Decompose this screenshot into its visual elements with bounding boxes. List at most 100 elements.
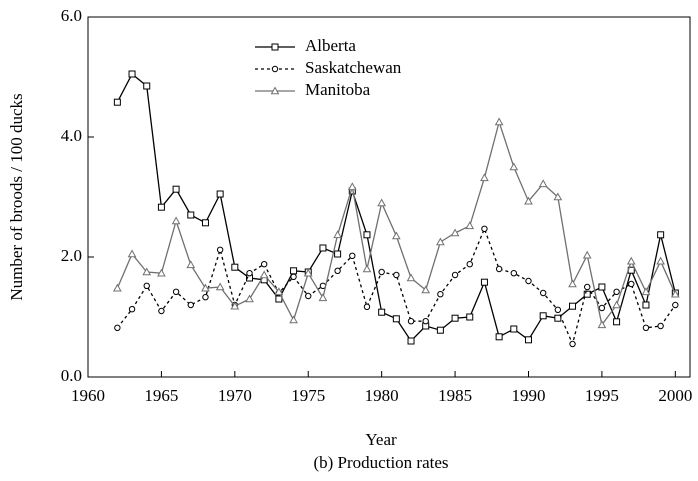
marker [672,301,679,309]
marker [171,216,181,225]
marker [554,314,562,322]
marker [378,308,386,316]
legend-label: Alberta [305,36,356,55]
marker [524,196,533,205]
marker [670,289,680,298]
marker [216,246,224,254]
marker [539,289,547,297]
marker [539,312,547,320]
marker [290,267,298,275]
marker [157,268,166,277]
marker [230,301,240,310]
marker [172,185,180,193]
y-tick-label: 0.0 [61,366,82,385]
marker [202,294,209,301]
marker [363,303,371,310]
marker [510,325,518,333]
marker [436,326,444,334]
x-tick-label: 1980 [365,386,399,405]
marker [347,182,357,191]
marker [494,117,504,126]
marker [186,260,196,269]
marker [128,306,136,313]
marker [584,283,591,291]
marker [466,261,473,268]
marker [598,283,606,291]
marker [421,285,431,294]
marker [143,82,151,90]
marker [407,318,415,325]
marker [436,237,445,246]
marker [407,337,415,345]
x-tick-label: 1995 [585,386,619,405]
marker [231,263,239,271]
y-tick-label: 4.0 [61,126,82,145]
marker [495,265,503,273]
marker [158,307,165,315]
marker [245,294,254,303]
marker [391,231,401,240]
marker [172,288,180,295]
marker [334,250,342,258]
series-line [116,227,676,347]
marker [349,252,356,260]
legend-label: Saskatchewan [305,58,402,77]
y-axis-label: Number of broods / 100 ducks [7,93,26,300]
marker [305,292,312,300]
marker [554,306,562,313]
marker [187,211,195,219]
marker [569,340,576,348]
marker [274,287,284,296]
marker [553,192,563,201]
marker [318,293,328,302]
marker [525,277,532,285]
marker [657,322,664,330]
marker [451,314,459,322]
marker [437,291,444,298]
marker [303,268,313,277]
marker [406,273,416,282]
marker [495,333,503,341]
marker [246,270,253,277]
marker [509,162,519,171]
x-tick-label: 1960 [71,386,105,405]
x-tick-label: 1970 [218,386,252,405]
marker [113,98,121,106]
y-tick-label: 6.0 [61,6,82,25]
marker [334,267,341,274]
caption: (b) Production rates [313,453,448,472]
x-tick-label: 1965 [144,386,178,405]
marker [465,221,475,230]
marker [319,244,327,252]
marker [628,280,635,288]
series-line [116,72,676,343]
marker [582,250,592,259]
y-tick-label: 2.0 [61,246,82,265]
marker [524,336,532,344]
marker [466,313,474,321]
marker [201,219,209,227]
x-tick-label: 2000 [658,386,692,405]
marker [450,228,460,237]
marker [656,256,665,265]
marker [333,230,342,239]
legend-marker [270,86,280,95]
marker [626,256,636,265]
marker [289,315,298,324]
marker [642,301,650,309]
marker [114,324,121,331]
marker [290,273,297,280]
marker [393,271,400,279]
legend-label: Manitoba [305,80,371,99]
marker [362,264,372,273]
marker [142,267,152,276]
marker [422,318,429,325]
marker [201,283,210,292]
marker [259,270,269,279]
marker [143,282,150,289]
x-tick-label: 1990 [511,386,545,405]
marker [363,231,371,239]
series-line [116,119,676,327]
marker [187,301,194,309]
marker [377,198,387,207]
